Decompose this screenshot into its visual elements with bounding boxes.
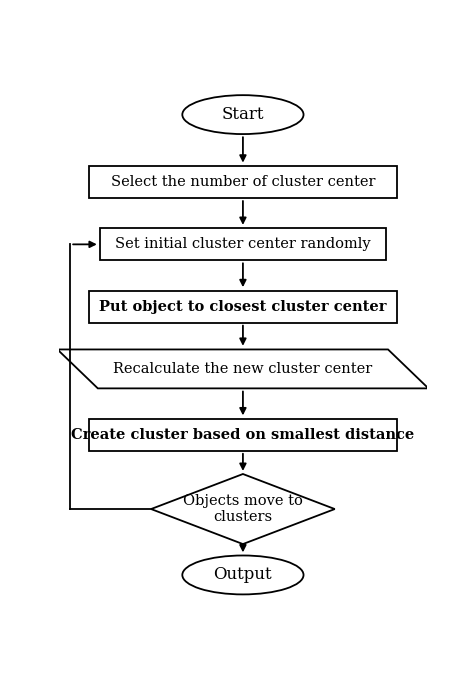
Bar [89, 419, 397, 451]
Text: Objects move to
clusters: Objects move to clusters [183, 494, 303, 524]
Text: Output: Output [214, 566, 272, 584]
Text: Recalculate the new cluster center: Recalculate the new cluster center [113, 362, 373, 376]
Text: Put object to closest cluster center: Put object to closest cluster center [99, 300, 387, 313]
Text: Start: Start [222, 106, 264, 123]
Bar [89, 166, 397, 198]
Bar [89, 290, 397, 323]
Text: Set initial cluster center randomly: Set initial cluster center randomly [115, 237, 371, 251]
Text: Select the number of cluster center: Select the number of cluster center [110, 175, 375, 189]
Bar [100, 228, 386, 260]
Text: Create cluster based on smallest distance: Create cluster based on smallest distanc… [71, 428, 415, 442]
